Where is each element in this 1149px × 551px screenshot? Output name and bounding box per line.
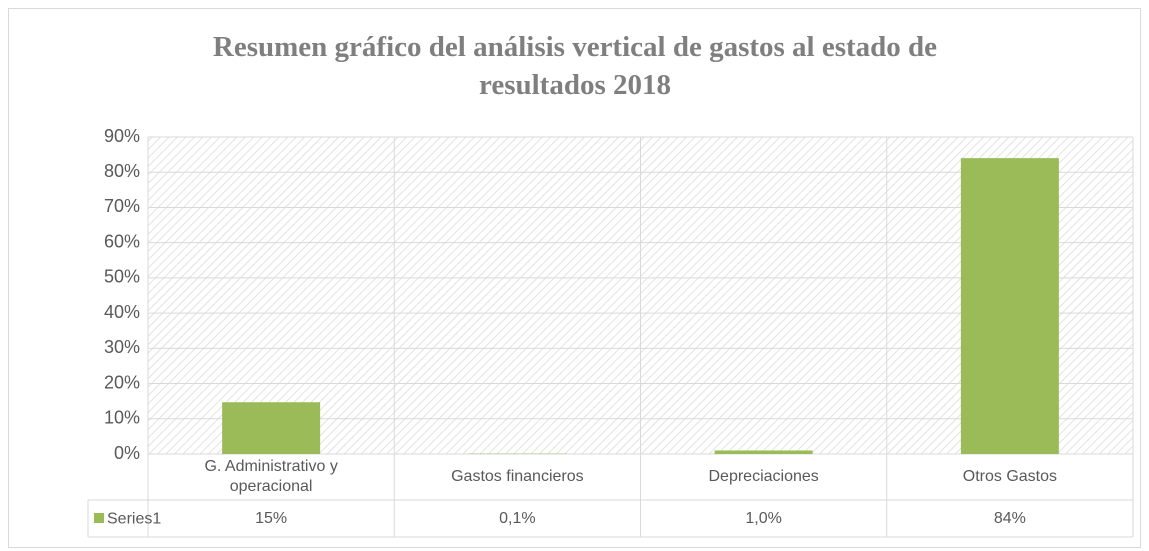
y-tick-label: 20% xyxy=(104,372,140,392)
x-tick-label: Depreciaciones xyxy=(708,468,819,485)
legend-key xyxy=(94,513,104,523)
bar xyxy=(222,402,321,454)
data-label: 1,0% xyxy=(745,509,782,527)
chart-title: Resumen gráfico del análisis vertical de… xyxy=(212,31,938,101)
y-tick-label: 70% xyxy=(104,196,140,216)
y-tick-label: 0% xyxy=(114,443,140,463)
y-tick-label: 40% xyxy=(104,302,140,322)
x-tick-label: G. Administrativo y operacional xyxy=(204,458,338,495)
bar xyxy=(714,450,813,454)
y-tick-label: 80% xyxy=(104,161,140,181)
y-tick-label: 50% xyxy=(104,267,140,287)
x-tick-label: Gastos financieros xyxy=(451,468,584,485)
y-tick-label: 60% xyxy=(104,231,140,251)
data-label: 15% xyxy=(255,509,288,527)
x-tick-label: Otros Gastos xyxy=(962,468,1057,485)
data-label: 0,1% xyxy=(499,509,536,527)
y-tick-label: 10% xyxy=(104,408,140,428)
legend-label: Series1 xyxy=(107,511,161,528)
data-label: 84% xyxy=(993,509,1026,527)
bar xyxy=(960,158,1059,454)
y-tick-label: 90% xyxy=(104,126,140,146)
y-tick-label: 30% xyxy=(104,337,140,357)
